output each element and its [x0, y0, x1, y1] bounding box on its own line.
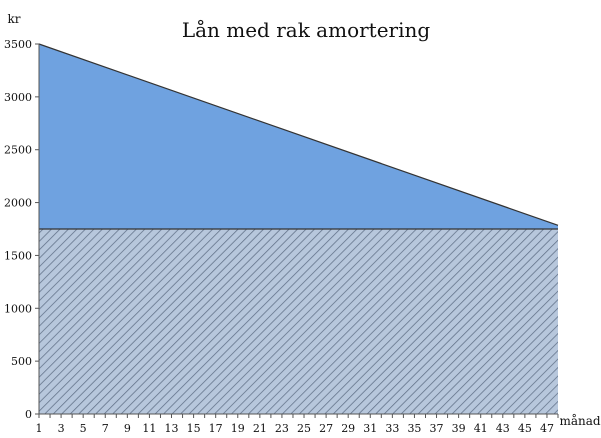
- x-tick-label: 35: [407, 422, 421, 434]
- y-tick-label: 1000: [4, 302, 32, 315]
- y-tick-label: 1500: [4, 249, 32, 262]
- y-tick-label: 3000: [4, 91, 32, 104]
- x-tick-label: 17: [209, 422, 223, 434]
- x-tick-label: 45: [518, 422, 532, 434]
- y-tick-label: 2500: [4, 144, 32, 157]
- x-tick-label: 21: [253, 422, 267, 434]
- x-tick-label: 37: [430, 422, 444, 434]
- y-tick-label: 0: [25, 408, 32, 421]
- x-tick-label: 7: [102, 422, 109, 434]
- chart-title: Lån med rak amortering: [182, 18, 431, 42]
- x-tick-label: 41: [474, 422, 488, 434]
- y-tick-label: 500: [11, 355, 32, 368]
- x-tick-label: 5: [80, 422, 87, 434]
- x-tick-label: 25: [297, 422, 311, 434]
- x-tick-label: 31: [363, 422, 377, 434]
- x-tick-label: 27: [319, 422, 333, 434]
- x-tick-label: 3: [58, 422, 65, 434]
- y-axis-label: kr: [7, 12, 20, 26]
- x-tick-label: 15: [187, 422, 201, 434]
- x-tick-label: 9: [124, 422, 131, 434]
- x-tick-label: 13: [165, 422, 179, 434]
- y-tick-label: 3500: [4, 38, 32, 51]
- upper-boundary-line: [38, 43, 559, 226]
- y-tick-label: 2000: [4, 197, 32, 210]
- x-tick-label: 29: [341, 422, 355, 434]
- x-tick-label: 11: [142, 422, 156, 434]
- x-tick-label: 33: [385, 422, 399, 434]
- x-tick-label: 47: [540, 422, 554, 434]
- x-axis-label: månad: [559, 413, 600, 428]
- x-tick-label: 19: [231, 422, 245, 434]
- plot-layer: [38, 43, 559, 414]
- amortization-area: [39, 44, 558, 229]
- x-tick-label: 1: [36, 422, 43, 434]
- interest-area: [39, 229, 558, 414]
- x-tick-label: 39: [452, 422, 466, 434]
- x-tick-label: 23: [275, 422, 289, 434]
- x-tick-label: 43: [496, 422, 510, 434]
